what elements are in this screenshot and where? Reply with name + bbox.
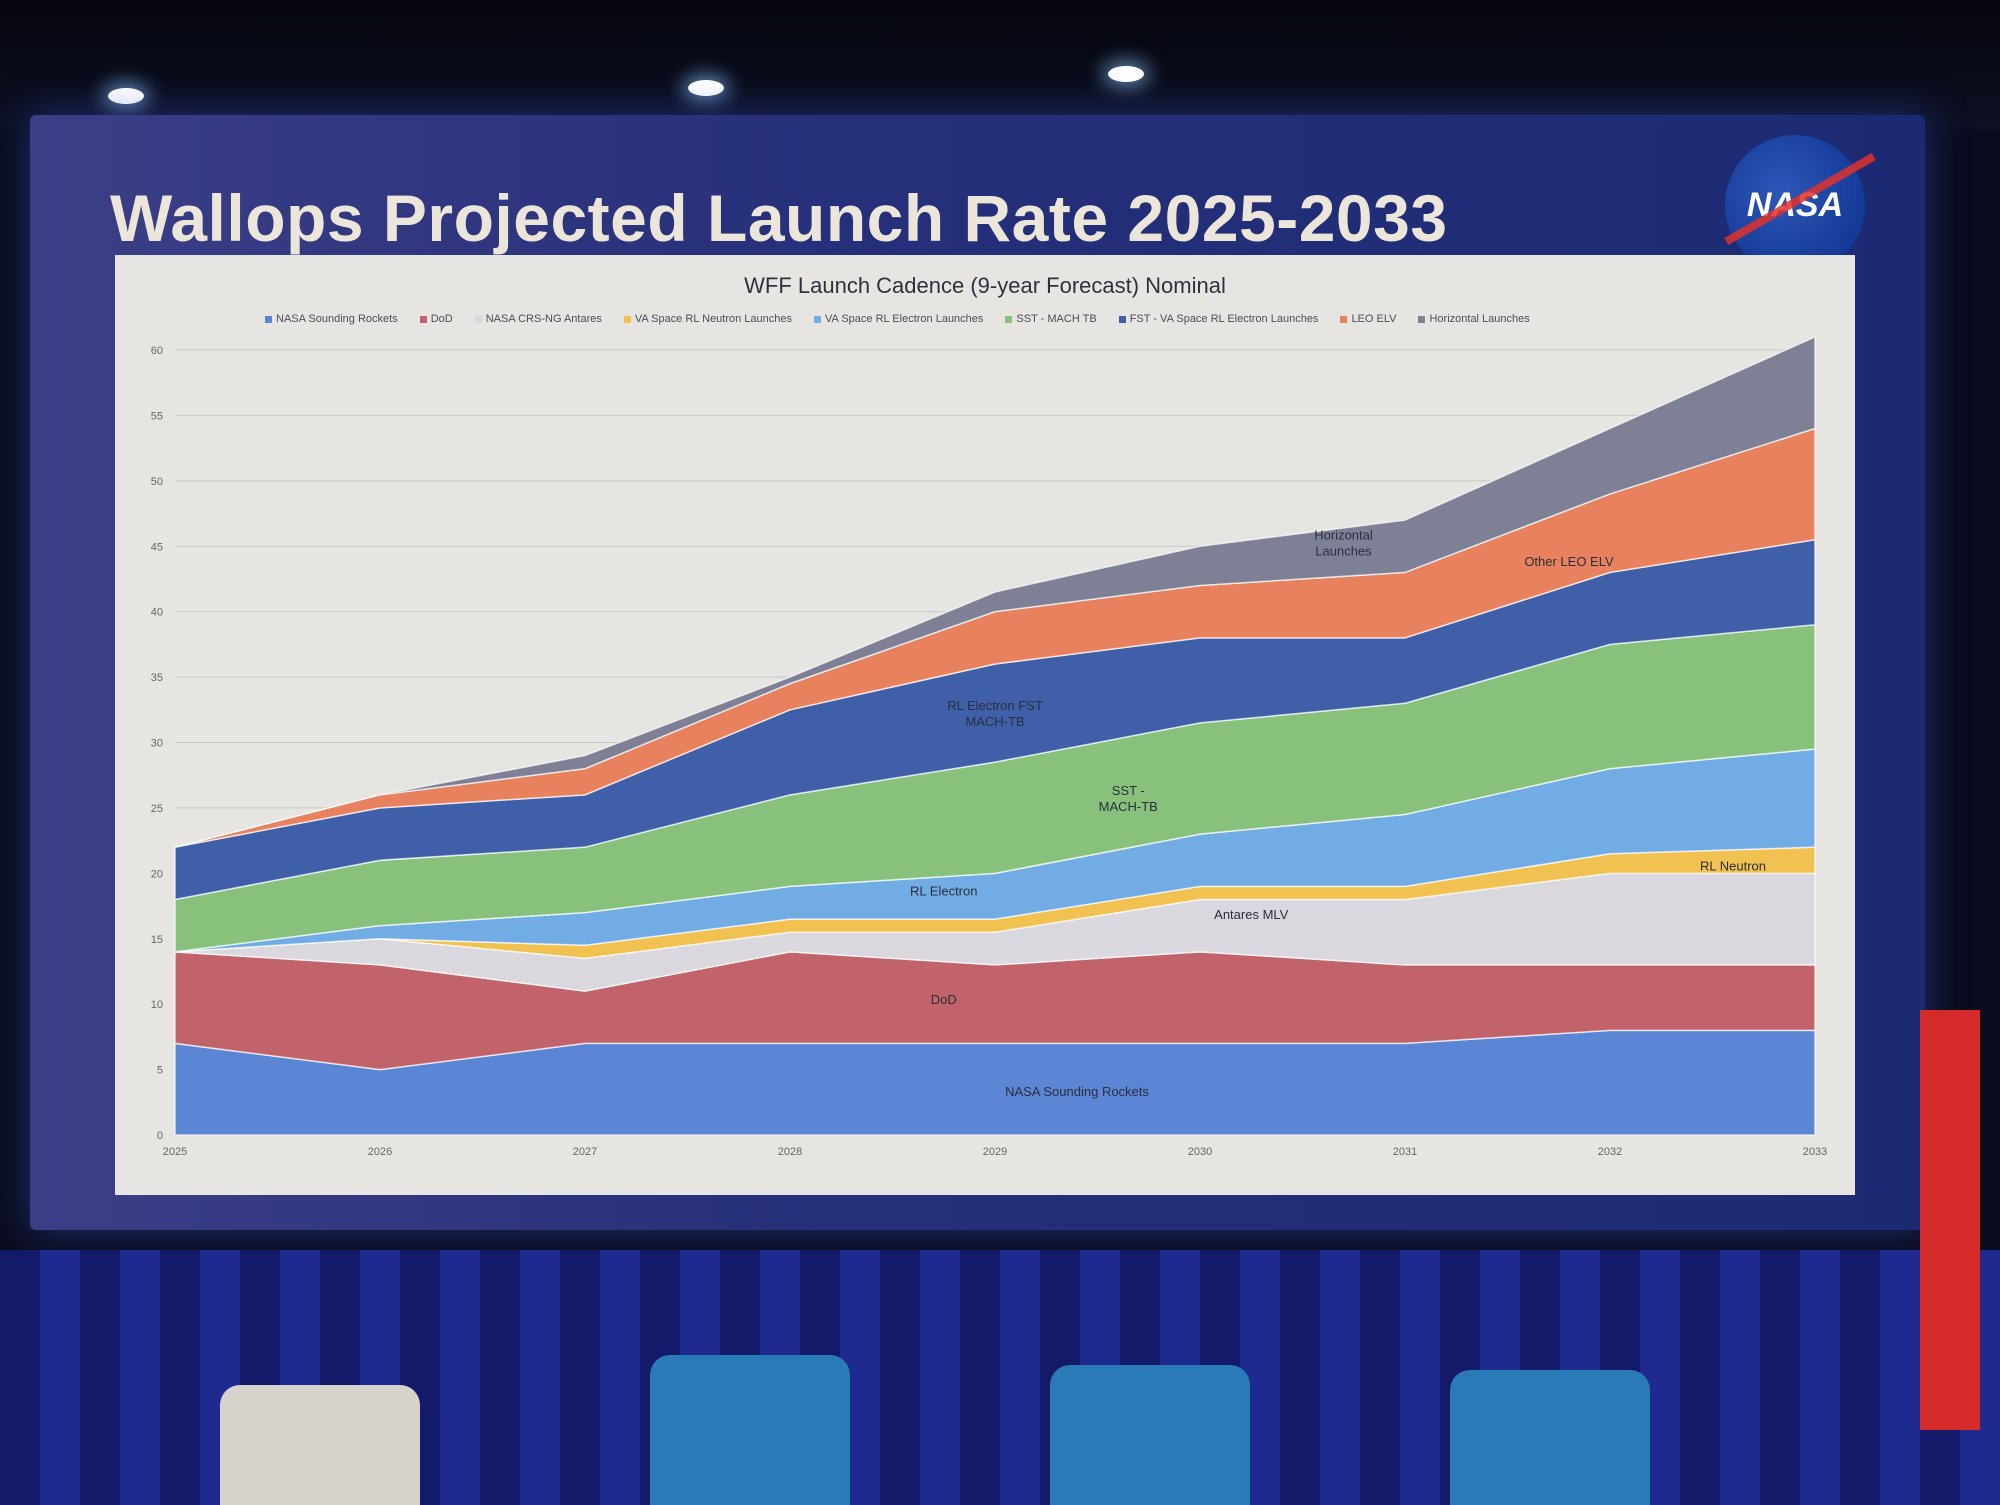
legend-swatch — [474, 315, 482, 323]
chair — [650, 1355, 850, 1505]
y-tick-label: 55 — [151, 410, 163, 422]
legend-item: SST - MACH TB — [1005, 313, 1097, 325]
y-tick-label: 35 — [151, 672, 163, 684]
chair — [220, 1385, 420, 1505]
y-tick-label: 0 — [157, 1130, 163, 1142]
y-tick-label: 40 — [151, 607, 163, 619]
legend-item: NASA Sounding Rockets — [265, 313, 398, 325]
y-tick-label: 20 — [151, 868, 163, 880]
y-tick-label: 15 — [151, 934, 163, 946]
area-annotation: Other LEO ELV — [1524, 554, 1614, 569]
x-tick-label: 2025 — [163, 1146, 187, 1158]
stage-light — [1108, 66, 1144, 82]
presentation-slide: Wallops Projected Launch Rate 2025-2033 … — [30, 115, 1925, 1230]
legend-item: NASA CRS-NG Antares — [474, 313, 602, 325]
stage-curtain — [0, 1250, 2000, 1505]
x-tick-label: 2032 — [1598, 1146, 1622, 1158]
area-annotation: RL Neutron — [1700, 859, 1766, 874]
y-tick-label: 25 — [151, 803, 163, 815]
legend-item: DoD — [419, 313, 453, 325]
x-tick-label: 2027 — [573, 1146, 597, 1158]
slide-title: Wallops Projected Launch Rate 2025-2033 — [110, 181, 1448, 255]
y-tick-label: 50 — [151, 476, 163, 488]
area-annotation: RL Electron FST MACH-TB — [947, 698, 1043, 729]
y-tick-label: 30 — [151, 738, 163, 750]
legend-item: VA Space RL Neutron Launches — [623, 313, 793, 325]
legend-swatch — [1418, 315, 1426, 323]
legend-swatch — [623, 315, 631, 323]
legend-swatch — [1340, 315, 1348, 323]
area-annotation: DoD — [931, 992, 957, 1007]
area-annotation: SST -MACH-TB — [1099, 783, 1158, 814]
area-horizontal-launches — [174, 335, 1816, 848]
area-annotation: Horizontal Launches — [1314, 528, 1373, 559]
legend-label: FST - VA Space RL Electron Launches — [1129, 313, 1319, 325]
y-tick-label: 45 — [151, 541, 163, 553]
y-tick-label: 60 — [151, 345, 163, 357]
x-tick-label: 2028 — [778, 1146, 802, 1158]
ceiling — [0, 0, 2000, 130]
x-tick-label: 2029 — [983, 1146, 1007, 1158]
nasa-logo-text: NASA — [1746, 185, 1844, 224]
legend-label: VA Space RL Electron Launches — [825, 313, 984, 325]
legend-swatch — [265, 315, 272, 323]
legend-label: VA Space RL Neutron Launches — [634, 313, 793, 325]
legend-item: LEO ELV — [1340, 313, 1396, 325]
stage-light — [108, 88, 144, 104]
legend-swatch — [1005, 315, 1013, 323]
chart-panel: WFF Launch Cadence (9-year Forecast) Nom… — [115, 255, 1855, 1195]
legend-label: DoD — [430, 313, 453, 325]
x-tick-label: 2031 — [1393, 1146, 1417, 1158]
y-tick-label: 10 — [151, 999, 163, 1011]
x-tick-label: 2030 — [1188, 1146, 1212, 1158]
legend-item: FST - VA Space RL Electron Launches — [1118, 313, 1319, 325]
legend-label: NASA CRS-NG Antares — [485, 313, 602, 325]
x-tick-label: 2026 — [368, 1146, 392, 1158]
chart-legend: NASA Sounding Rockets DoD NASA CRS-NG Anta… — [265, 313, 1530, 325]
flag — [1920, 1010, 1980, 1430]
area-annotation: RL Electron — [910, 884, 977, 899]
legend-item: VA Space RL Electron Launches — [814, 313, 983, 325]
y-tick-label: 5 — [157, 1065, 163, 1077]
nasa-logo: NASA — [1725, 135, 1865, 275]
chart-title: WFF Launch Cadence (9-year Forecast) Nom… — [744, 273, 1226, 298]
legend-label: Horizontal Launches — [1429, 313, 1530, 325]
legend-label: SST - MACH TB — [1016, 313, 1097, 325]
legend-label: NASA Sounding Rockets — [276, 313, 398, 325]
chair — [1050, 1365, 1250, 1505]
area-annotation: Antares MLV — [1214, 907, 1289, 922]
legend-item: Horizontal Launches — [1418, 313, 1530, 325]
area-annotation: NASA Sounding Rockets — [1005, 1084, 1149, 1099]
chair — [1450, 1370, 1650, 1505]
stage-light — [688, 80, 724, 96]
legend-swatch — [814, 315, 822, 323]
legend-swatch — [419, 315, 427, 323]
x-tick-label: 2033 — [1803, 1146, 1827, 1158]
legend-label: LEO ELV — [1351, 313, 1397, 325]
legend-swatch — [1118, 315, 1126, 323]
